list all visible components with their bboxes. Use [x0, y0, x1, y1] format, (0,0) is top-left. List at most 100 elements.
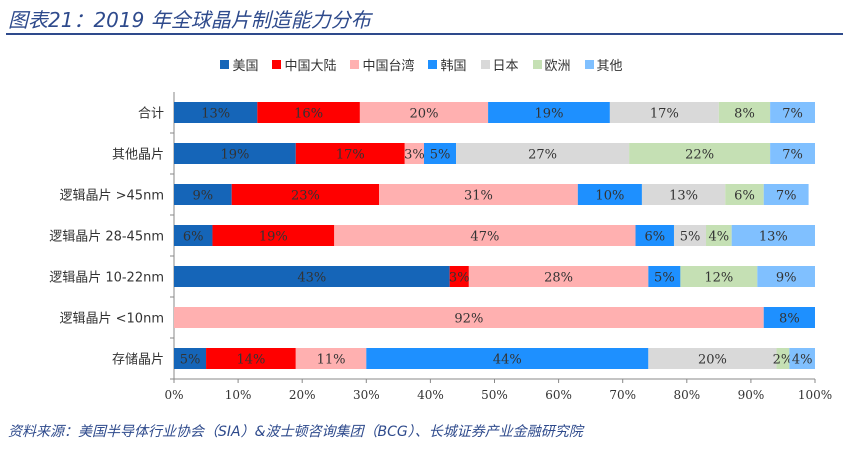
data-label: 7% [776, 189, 797, 204]
x-tick-label: 10% [225, 388, 252, 402]
data-label: 9% [776, 271, 797, 286]
data-label: 12% [704, 271, 733, 286]
bar-segment [789, 348, 815, 369]
legend-swatch [350, 60, 360, 69]
bar-segment [379, 184, 578, 205]
bar-segment [257, 102, 360, 123]
bar-segment [174, 184, 232, 205]
bar-segment [629, 143, 771, 164]
bar-segment [359, 102, 489, 123]
data-label: 3% [449, 271, 470, 286]
legend-item: 欧洲 [532, 55, 571, 74]
data-label: 20% [698, 353, 727, 368]
data-label: 11% [317, 353, 346, 368]
x-tick-label: 70% [609, 388, 636, 402]
source-note: 资料来源：美国半导体行业协会（SIA）&波士顿咨询集团（BCG）、长城证券产业金… [8, 424, 583, 440]
data-label: 5% [654, 271, 675, 286]
bar-segment [295, 348, 367, 369]
bar-segment [212, 225, 335, 246]
bar-segment [174, 266, 450, 287]
bar-segment [776, 348, 790, 369]
bar-segment [404, 143, 424, 164]
data-label: 43% [297, 271, 326, 286]
data-label: 8% [734, 107, 755, 122]
bar-segment [641, 184, 726, 205]
x-tick-label: 50% [481, 388, 508, 402]
bar-segment [468, 266, 649, 287]
title-divider [6, 33, 843, 35]
legend-label: 中国台湾 [362, 59, 415, 74]
bar-segment [456, 143, 630, 164]
data-label: 13% [759, 230, 788, 245]
x-tick-label: 60% [545, 388, 572, 402]
legend-item: 中国大陆 [272, 55, 336, 74]
bar-segment [174, 307, 764, 328]
legend-label: 其他 [596, 59, 623, 74]
bar-segment [648, 348, 777, 369]
data-label: 20% [410, 107, 439, 122]
legend: 美国 中国大陆 中国台湾 韩国 日本 欧洲 其他 [0, 55, 843, 74]
data-label: 4% [792, 353, 813, 368]
bar-segment [609, 102, 719, 123]
data-label: 4% [709, 230, 730, 245]
legend-swatch [272, 60, 282, 69]
legend-label: 日本 [492, 59, 519, 74]
category-label: 逻辑晶片 28-45nm [49, 230, 164, 245]
data-label: 5% [430, 148, 451, 163]
data-label: 9% [193, 189, 214, 204]
data-label: 19% [220, 148, 249, 163]
data-label: 19% [535, 107, 564, 122]
legend-swatch [220, 60, 230, 69]
data-label: 22% [685, 148, 714, 163]
bar-segment [763, 184, 809, 205]
x-tick-label: 30% [353, 388, 380, 402]
x-tick-label: 40% [417, 388, 444, 402]
legend-item: 中国台湾 [350, 55, 414, 74]
bar-segment [206, 348, 296, 369]
data-label: 14% [236, 353, 265, 368]
bar-segment [770, 143, 815, 164]
data-label: 5% [680, 230, 701, 245]
data-label: 44% [493, 353, 522, 368]
legend-label: 美国 [232, 59, 259, 74]
bar-segment [673, 225, 707, 246]
data-label: 28% [544, 271, 573, 286]
bar-segment [770, 102, 815, 123]
data-label: 23% [291, 189, 320, 204]
bar-segment [449, 266, 469, 287]
data-label: 92% [454, 312, 483, 327]
bar-segment [577, 184, 642, 205]
category-label: 合计 [138, 107, 164, 122]
x-tick-label: 90% [738, 388, 765, 402]
data-label: 10% [595, 189, 624, 204]
data-label: 17% [336, 148, 365, 163]
bar-segment [488, 102, 610, 123]
category-label: 逻辑晶片 <10nm [60, 312, 164, 327]
bar-segment [680, 266, 758, 287]
data-label: 19% [259, 230, 288, 245]
data-label: 7% [782, 148, 803, 163]
bar-segment [725, 184, 764, 205]
bar-segment [757, 266, 815, 287]
chart-title: 图表21：2019 年全球晶片制造能力分布 [8, 8, 371, 32]
bar-segment [718, 102, 771, 123]
x-tick-label: 20% [289, 388, 316, 402]
legend-item: 其他 [584, 55, 623, 74]
legend-swatch [428, 60, 438, 69]
legend-item: 美国 [220, 55, 258, 74]
data-label: 2% [773, 353, 794, 368]
bar-segment [174, 102, 258, 123]
data-label: 5% [180, 353, 201, 368]
legend-swatch [532, 60, 542, 69]
data-label: 6% [734, 189, 755, 204]
data-label: 3% [404, 148, 425, 163]
bar-segment [174, 225, 213, 246]
data-label: 27% [528, 148, 557, 163]
legend-label: 韩国 [440, 59, 467, 74]
bar-segment [366, 348, 649, 369]
legend-swatch [480, 60, 490, 69]
bar-segment [295, 143, 405, 164]
data-label: 16% [294, 107, 323, 122]
data-label: 17% [650, 107, 679, 122]
